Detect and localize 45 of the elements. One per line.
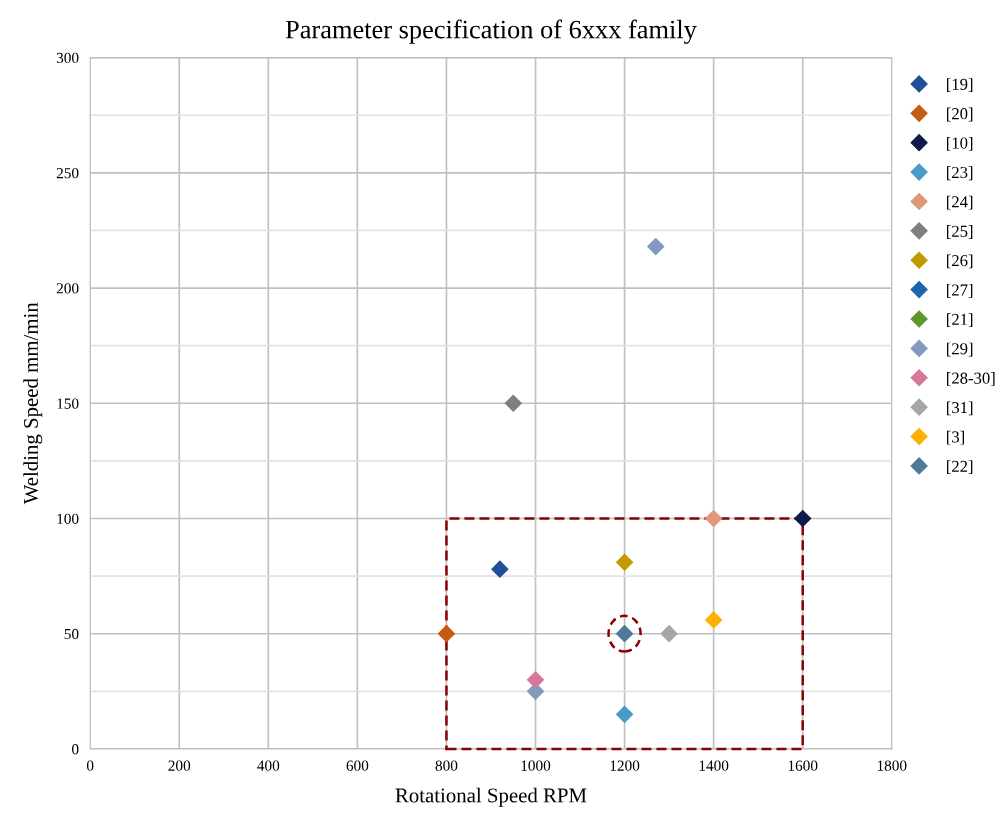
- point: [504, 394, 522, 412]
- y-tick-label: 250: [56, 167, 79, 179]
- legend-label: [25]: [947, 225, 973, 239]
- point: [647, 238, 665, 256]
- y-axis-title: Welding Speed mm/min: [23, 302, 43, 505]
- point: [491, 560, 509, 578]
- point: [616, 705, 634, 723]
- y-tick-label: 50: [64, 628, 79, 640]
- legend-label: [20]: [947, 107, 973, 122]
- legend-label: [23]: [947, 166, 973, 181]
- legend-label: [28-30]: [947, 372, 995, 386]
- x-tick-label: 1400: [699, 760, 729, 771]
- legend-label: [31]: [947, 401, 973, 416]
- y-tick-label: 100: [57, 513, 79, 524]
- point: [660, 625, 678, 643]
- x-tick-label: 1000: [521, 760, 551, 771]
- legend-label: [10]: [947, 136, 973, 151]
- point: [437, 625, 455, 643]
- legend-label: [19]: [947, 78, 973, 92]
- legend-label: [26]: [947, 254, 973, 269]
- point: [794, 509, 812, 528]
- y-tick-label: 0: [72, 744, 79, 755]
- x-tick-label: 1200: [610, 760, 640, 771]
- y-tick-label: 300: [56, 52, 79, 64]
- y-tick-label: 150: [57, 398, 79, 409]
- x-tick-label: 200: [168, 760, 191, 771]
- legend-label: [3]: [947, 430, 964, 445]
- legend-label: [29]: [947, 342, 973, 357]
- legend-label: [27]: [947, 283, 973, 298]
- point: [616, 553, 634, 571]
- x-axis-title: Rotational Speed RPM: [395, 787, 587, 807]
- y-tick-label: 200: [56, 283, 79, 294]
- point: [526, 671, 545, 689]
- x-tick-label: 800: [435, 760, 458, 771]
- x-tick-label: 1800: [877, 760, 907, 771]
- point: [705, 611, 723, 629]
- x-tick-label: 1600: [788, 760, 818, 771]
- point: [705, 509, 723, 528]
- x-tick-label: 0: [86, 760, 94, 771]
- chart-title: Parameter specification of 6xxx family: [285, 19, 697, 44]
- legend-label: [22]: [947, 460, 973, 474]
- x-tick-label: 400: [257, 760, 280, 771]
- legend-label: [24]: [947, 195, 973, 210]
- legend-label: [21]: [947, 313, 973, 328]
- x-tick-label: 600: [346, 760, 369, 771]
